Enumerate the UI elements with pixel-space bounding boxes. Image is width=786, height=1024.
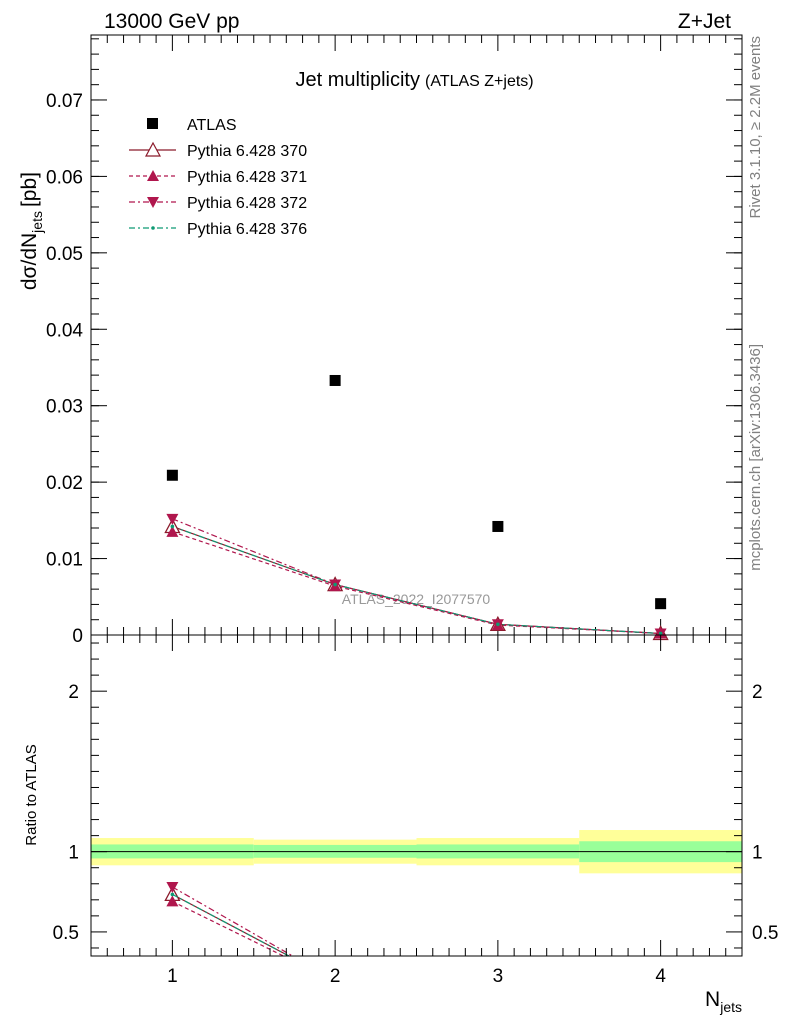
main-ytick-label: 0.03 <box>46 397 83 418</box>
legend-label-372: Pythia 6.428 372 <box>187 195 307 212</box>
marker-dot-4 <box>658 631 663 636</box>
ratio-plot-marks <box>164 881 294 956</box>
ratio-xlabel-sub: jets <box>719 999 742 1015</box>
rivet-version-label: Rivet 3.1.10, ≥ 2.2M events <box>747 36 764 219</box>
legend-marker-371 <box>147 170 159 181</box>
ratio-ytick-label-right: 2 <box>752 682 763 703</box>
main-ytick-label: 0.01 <box>46 550 83 571</box>
marker-square-3 <box>492 520 504 532</box>
svg-text:dσ/dNjets[pb]: dσ/dNjets [pb] <box>18 172 45 290</box>
main-ylabel-sub: jets <box>29 211 45 234</box>
ratio-bands <box>91 830 742 874</box>
ratio-line-1 <box>172 900 285 956</box>
main-ytick-label: 0.02 <box>46 473 83 494</box>
plot-subtitle: (ATLAS Z+jets) <box>425 73 534 90</box>
legend-label-371: Pythia 6.428 371 <box>187 169 307 186</box>
legend-marker-376 <box>151 226 155 230</box>
ratio-xlabel: Njets <box>705 988 742 1015</box>
ratio-marker-2 <box>166 881 179 893</box>
ratio-ytick-label: 2 <box>68 682 79 703</box>
marker-dot-1 <box>170 524 175 529</box>
ratio-series-group <box>164 881 294 956</box>
ratio-marker-3 <box>170 892 175 897</box>
main-panel: Jet multiplicity (ATLAS Z+jets) ATLAS_20… <box>18 34 743 647</box>
ratio-axis-ticks: 0.5 0.5 1 1 2 2 1 2 3 4 <box>53 635 778 987</box>
ratio-ytick-label-right: 0.5 <box>752 923 778 944</box>
series-line-2 <box>172 531 661 635</box>
ratio-ylabel: Ratio to ATLAS <box>23 744 40 845</box>
main-ylabel: dσ/dNjets [pb] <box>18 172 45 290</box>
main-ytick-label: 0.04 <box>46 320 83 341</box>
legend-marker-372 <box>147 197 159 208</box>
ratio-frame <box>90 634 743 957</box>
ratio-line-0 <box>172 893 291 956</box>
series-line-4 <box>172 525 661 635</box>
marker-square-4 <box>655 598 667 610</box>
ratio-line-2 <box>172 886 294 956</box>
mcplots-label: mcplots.cern.ch [arXiv:1306.3436] <box>747 344 764 571</box>
main-ylabel-unit: [pb] <box>18 172 41 207</box>
xtick-label: 1 <box>167 966 178 987</box>
xtick-label: 4 <box>655 966 666 987</box>
legend-label-370: Pythia 6.428 370 <box>187 143 307 160</box>
legend-marker-370 <box>144 141 162 157</box>
main-axis-ticks: 0 0.01 0.02 0.03 0.04 0.05 0.06 0.07 <box>46 35 743 647</box>
header-energy: 13000 GeV pp <box>104 10 239 33</box>
ratio-marker-1 <box>166 895 179 907</box>
series-line-1 <box>172 525 661 635</box>
main-ytick-label: 0 <box>72 626 83 647</box>
marker-square-2 <box>329 374 341 386</box>
ratio-line-3 <box>172 893 291 956</box>
marker-dot-2 <box>333 582 337 587</box>
ratio-ytick-label-right: 1 <box>752 843 763 864</box>
marker-dot-3 <box>496 622 500 627</box>
ratio-xlabel-main: N <box>705 988 720 1011</box>
legend-label-atlas: ATLAS <box>187 117 237 134</box>
series-line-3 <box>172 518 661 635</box>
marker-triangle-down-1 <box>166 513 179 525</box>
xtick-label: 2 <box>330 966 341 987</box>
legend: ATLAS Pythia 6.428 370 Pythia 6.428 371 … <box>129 117 307 238</box>
header-process: Z+Jet <box>678 10 731 33</box>
marker-triangle-up-1 <box>166 525 179 537</box>
main-ytick-label: 0.05 <box>46 244 83 265</box>
main-plot-marks <box>164 374 669 641</box>
main-ylabel-main: dσ/dN <box>18 233 41 290</box>
main-ytick-label: 0.06 <box>46 167 83 188</box>
plot-title: Jet multiplicity <box>296 69 420 91</box>
marker-square-1 <box>166 469 178 481</box>
legend-label-376: Pythia 6.428 376 <box>187 221 307 238</box>
main-ytick-label: 0.07 <box>46 91 83 112</box>
ratio-ytick-label: 0.5 <box>53 923 79 944</box>
ratio-ytick-label: 1 <box>68 843 79 864</box>
xtick-label: 3 <box>493 966 504 987</box>
legend-marker-atlas <box>147 118 158 129</box>
ratio-panel: 0.5 0.5 1 1 2 2 1 2 3 4 Ratio to ATLAS Njets <box>23 634 778 1015</box>
